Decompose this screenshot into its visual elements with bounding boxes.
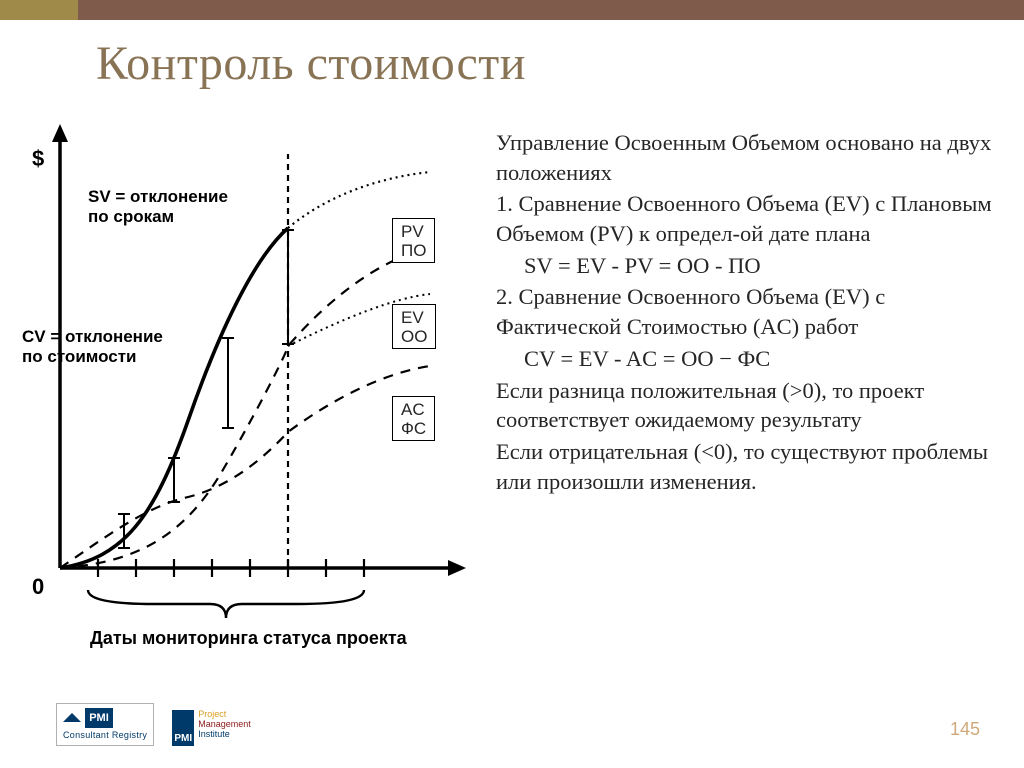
- body-p2: 1. Сравнение Освоенного Объема (EV) с Пл…: [496, 189, 1014, 248]
- sv-label-line1: SV = отклонение: [88, 187, 228, 206]
- ev-label-l2: ОО: [401, 327, 427, 346]
- ev-chart: $ 0 SV = отклонение по срокам CV = откло…: [14, 118, 484, 658]
- ev-label-l1: EV: [401, 308, 424, 327]
- pmi-institute-logo: PMI Project Management Institute: [172, 710, 251, 746]
- body-text: Управление Освоенным Объемом основано на…: [496, 128, 1014, 498]
- footer-logos: PMI Consultant Registry PMI Project Mana…: [56, 703, 251, 746]
- ac-label-box: AC ФС: [392, 396, 435, 441]
- pmi-triangle-icon: [63, 713, 81, 722]
- ac-label-l2: ФС: [401, 419, 426, 438]
- slide-title: Контроль стоимости: [96, 36, 526, 91]
- pmi-consultant-caption: Consultant Registry: [63, 730, 147, 740]
- ev-label-box: EV ОО: [392, 304, 436, 349]
- pmi-badge-text: PMI: [85, 708, 113, 728]
- page-number: 145: [950, 719, 980, 740]
- slide: Контроль стоимости: [0, 0, 1024, 768]
- pmi-small-badge: PMI: [172, 710, 194, 746]
- body-p3: 2. Сравнение Освоенного Объема (EV) с Фа…: [496, 282, 1014, 341]
- pv-label-l1: PV: [401, 222, 424, 241]
- body-p4: Если разница положительная (>0), то прое…: [496, 376, 1014, 435]
- cv-label-line2: по стоимости: [22, 347, 137, 366]
- top-bar-accent: [0, 0, 78, 20]
- ev-curve: [60, 248, 430, 568]
- cv-label-line1: CV = отклонение: [22, 327, 163, 346]
- pv-label-l2: ПО: [401, 241, 426, 260]
- ac-curve: [60, 366, 430, 568]
- body-p1: Управление Освоенным Объемом основано на…: [496, 128, 1014, 187]
- pv-curve: [60, 228, 288, 568]
- sv-label-line2: по срокам: [88, 207, 174, 226]
- y-axis-symbol: $: [32, 146, 44, 171]
- pv-label-box: PV ПО: [392, 218, 435, 263]
- body-f2: CV = EV - AC = ОО − ФС: [496, 344, 1014, 374]
- body-p5: Если отрицательная (<0), то существуют п…: [496, 437, 1014, 496]
- ev-chart-svg: $ 0 SV = отклонение по срокам CV = откло…: [14, 118, 484, 658]
- ac-label-l1: AC: [401, 400, 425, 419]
- pmi-word-institute: Institute: [198, 730, 251, 740]
- pmi-consultant-registry-logo: PMI Consultant Registry: [56, 703, 154, 746]
- body-f1: SV = EV - PV = ОО - ПО: [496, 251, 1014, 281]
- x-caption: Даты мониторинга статуса проекта: [90, 628, 408, 648]
- top-bar: [0, 0, 1024, 20]
- origin-label: 0: [32, 574, 44, 599]
